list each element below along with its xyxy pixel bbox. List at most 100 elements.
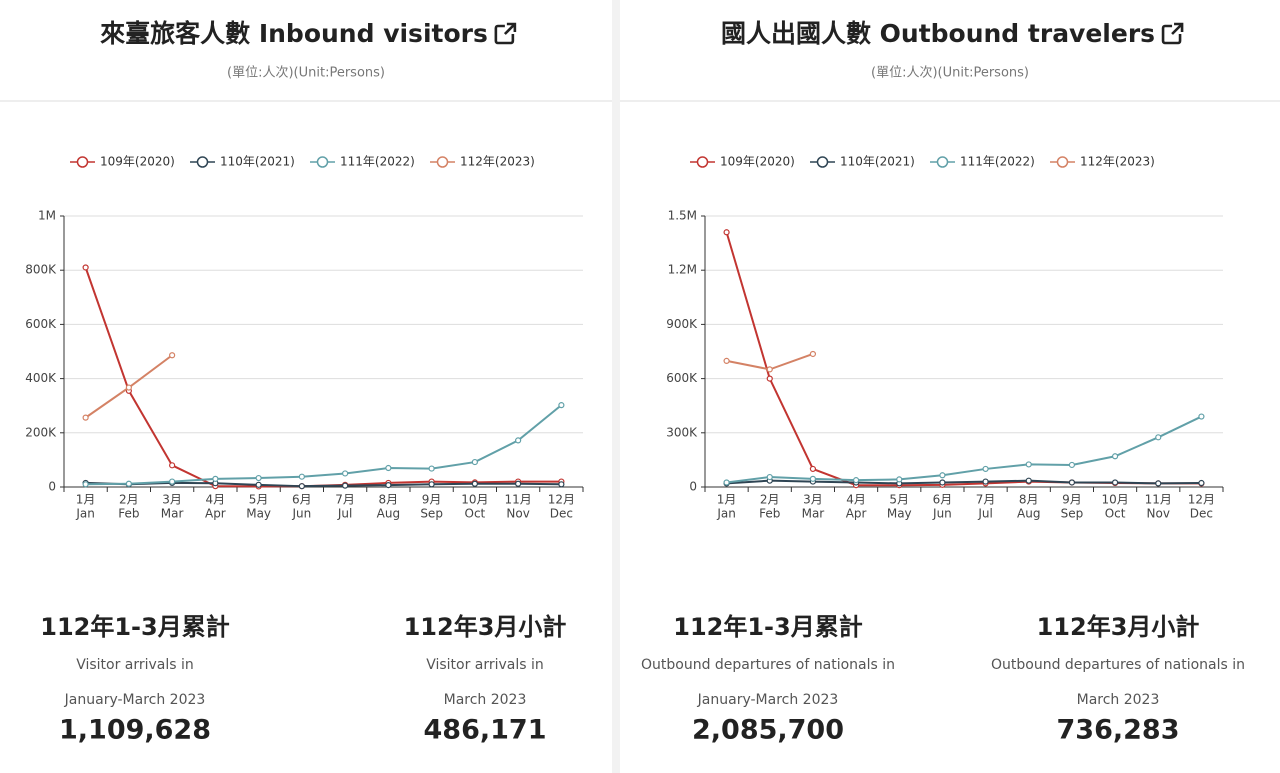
x-tick-label: 11月 [1145, 493, 1172, 507]
point [169, 478, 176, 485]
legend-marker [316, 156, 329, 168]
point [1155, 434, 1162, 441]
point [471, 458, 478, 466]
x-tick-label: 10月 [461, 493, 488, 507]
x-tick-label: 6月 [933, 493, 953, 507]
y-tick-label: 0 [48, 480, 56, 494]
x-tick-label: Sep [1061, 507, 1084, 521]
external-link-icon [494, 22, 517, 45]
point [1198, 413, 1205, 420]
y-tick-label: 0 [689, 480, 697, 494]
legend-marker [436, 156, 449, 168]
summary-heading: 112年1-3月累計 [40, 613, 229, 641]
x-tick-label: 12月 [548, 493, 575, 507]
summary-value: 736,283 [1057, 715, 1180, 746]
x-tick-label: 4月 [846, 493, 866, 507]
legend-label: 111年(2022) [960, 155, 1035, 169]
legend-label: 109年(2020) [100, 155, 175, 169]
series-line [85, 404, 563, 486]
x-tick-label: Dec [1190, 507, 1213, 521]
point [896, 476, 903, 483]
y-tick-label: 1.5M [668, 209, 697, 223]
x-tick-label: Mar [802, 507, 825, 521]
point [342, 470, 349, 477]
summary-caption: Outbound departures of nationals in [991, 657, 1245, 673]
legend-label: 110年(2021) [220, 155, 295, 169]
x-tick-label: Aug [1017, 507, 1040, 521]
point [125, 480, 132, 487]
chart-title: 國人出國人數 Outbound travelers [721, 19, 1155, 48]
legend-label: 112年(2023) [1080, 155, 1155, 169]
external-link-icon [1161, 22, 1184, 45]
x-tick-label: Feb [759, 507, 780, 521]
y-tick-label: 400K [25, 371, 57, 385]
point [939, 472, 946, 479]
chart-subtitle: (單位:人次)(Unit:Persons) [227, 65, 385, 81]
x-tick-label: 11月 [504, 493, 531, 507]
point [723, 479, 730, 486]
x-tick-label: 8月 [379, 493, 399, 507]
series-line [726, 479, 1202, 485]
x-tick-label: Jun [292, 507, 312, 521]
panel [0, 0, 612, 773]
series-line [85, 481, 562, 488]
x-tick-label: Dec [550, 507, 573, 521]
summary-period: March 2023 [444, 692, 527, 708]
x-tick-label: 10月 [1101, 493, 1128, 507]
point [939, 479, 946, 486]
summary-period: March 2023 [1077, 692, 1160, 708]
x-tick-label: Apr [205, 507, 226, 521]
x-tick-label: 6月 [292, 493, 312, 507]
summary-value: 486,171 [424, 715, 547, 746]
legend-marker [76, 156, 89, 168]
legend-label: 110年(2021) [840, 155, 915, 169]
point [82, 481, 89, 488]
summary-heading: 112年3月小計 [404, 613, 567, 641]
point [342, 482, 349, 489]
y-tick-label: 200K [25, 425, 57, 439]
x-tick-label: Aug [377, 507, 400, 521]
point [82, 264, 89, 271]
x-tick-label: 2月 [119, 493, 139, 507]
point [515, 437, 522, 444]
summary-value: 1,109,628 [59, 715, 211, 746]
y-tick-label: 900K [666, 317, 698, 331]
point [1111, 453, 1119, 460]
x-tick-label: 3月 [803, 493, 823, 507]
summary-caption: Visitor arrivals in [426, 657, 544, 673]
point [982, 465, 989, 473]
x-tick-label: 3月 [162, 493, 182, 507]
x-tick-label: 9月 [1062, 493, 1082, 507]
summary-heading: 112年3月小計 [1037, 613, 1200, 641]
legend-label: 112年(2023) [460, 155, 535, 169]
point [982, 478, 989, 485]
x-tick-label: Jul [977, 507, 992, 521]
series-line [726, 415, 1202, 484]
point [809, 465, 817, 473]
summary-period: January-March 2023 [64, 692, 206, 708]
x-tick-label: 4月 [206, 493, 226, 507]
x-tick-label: Sep [420, 507, 443, 521]
x-tick-label: 2月 [760, 493, 780, 507]
x-tick-label: 12月 [1188, 493, 1215, 507]
point [558, 481, 565, 488]
point [766, 366, 773, 373]
point [428, 465, 435, 472]
point [255, 481, 262, 488]
point [1068, 479, 1076, 486]
x-tick-label: 5月 [249, 493, 269, 507]
point [169, 462, 176, 469]
point [125, 384, 132, 391]
y-tick-label: 1.2M [668, 263, 697, 277]
y-tick-label: 600K [666, 371, 698, 385]
x-tick-label: Mar [161, 507, 184, 521]
x-tick-label: 9月 [422, 493, 442, 507]
y-tick-label: 300K [666, 425, 698, 439]
x-tick-label: Feb [118, 507, 139, 521]
point [385, 464, 392, 472]
x-tick-label: Nov [506, 507, 529, 521]
point [558, 402, 565, 409]
x-tick-label: 8月 [1019, 493, 1039, 507]
summary-caption: Outbound departures of nationals in [641, 657, 895, 673]
